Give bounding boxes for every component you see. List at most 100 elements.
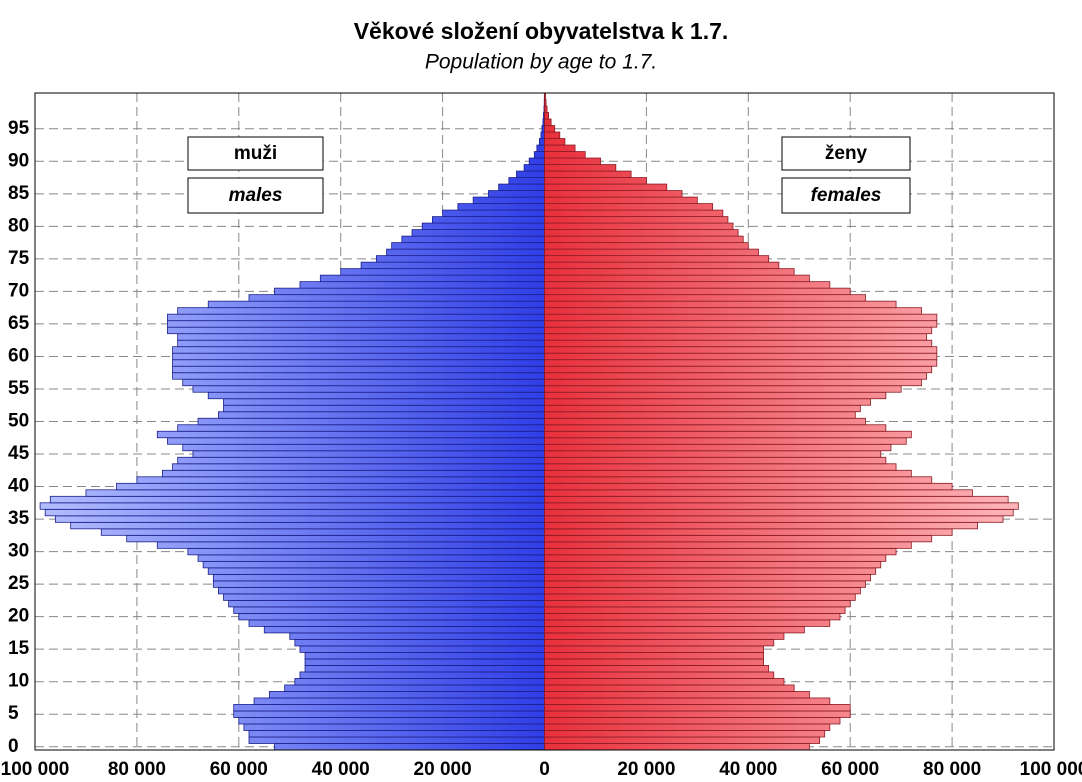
bar (238, 717, 545, 725)
bar (544, 333, 928, 341)
bar (544, 235, 744, 244)
bar (161, 469, 545, 478)
bar (177, 339, 545, 348)
bar (116, 482, 545, 491)
y-tick-label: 55 (8, 378, 30, 399)
bar (212, 580, 545, 588)
bar (544, 222, 734, 231)
bar (544, 665, 770, 673)
bar (544, 151, 586, 159)
bar (233, 710, 545, 718)
y-tick-label: 65 (8, 313, 30, 334)
bar (177, 333, 545, 341)
x-tick-label: 0 (539, 759, 550, 780)
plot-frame (34, 92, 1055, 751)
bar (544, 580, 866, 588)
chart-title: Věkové složení obyvatelstva k 1.7. (354, 18, 729, 44)
x-tick-label: 80 000 (923, 759, 981, 780)
bar (233, 704, 545, 712)
y-tick-label: 0 (8, 736, 19, 757)
y-tick-label: 90 (8, 150, 29, 171)
bar (544, 164, 617, 172)
bar (319, 274, 545, 283)
legend-label: females (811, 185, 882, 206)
bar (375, 255, 545, 263)
bar (544, 528, 953, 536)
bar (544, 554, 887, 562)
chart-subtitle: Population by age to 1.7. (425, 51, 657, 74)
y-tick-label: 95 (8, 118, 30, 139)
bar (544, 450, 882, 458)
x-tick-label: 40 000 (719, 759, 777, 780)
y-tick-label: 25 (8, 573, 30, 594)
bar (544, 274, 810, 283)
y-tick-label: 45 (8, 443, 30, 464)
bar (544, 515, 1004, 523)
x-tick-label: 60 000 (821, 759, 879, 780)
bar (177, 456, 545, 465)
bar (544, 534, 933, 543)
bar (228, 599, 545, 608)
bar (274, 743, 545, 751)
bar (284, 684, 545, 692)
bar (192, 450, 545, 458)
bar (544, 92, 546, 100)
bar (544, 730, 826, 738)
bar (508, 177, 545, 185)
y-tick-label: 80 (8, 215, 29, 236)
x-tick-label: 60 000 (210, 759, 268, 780)
bar (544, 652, 764, 660)
bar (100, 528, 545, 536)
bar (457, 203, 545, 211)
bar (544, 541, 912, 549)
bar (223, 404, 545, 413)
bar (340, 268, 545, 276)
y-tick-label: 10 (8, 671, 29, 692)
bar (167, 320, 545, 328)
bar (544, 508, 1014, 517)
bar (44, 508, 545, 517)
bar (172, 359, 545, 367)
bar (223, 593, 545, 601)
bar (544, 743, 810, 751)
bar (192, 385, 545, 393)
bar (544, 671, 775, 679)
bar (544, 430, 912, 439)
bar (248, 736, 545, 744)
bar (544, 691, 810, 699)
bar (202, 560, 545, 569)
legend-label: males (229, 185, 283, 206)
y-tick-label: 60 (8, 345, 29, 366)
bar (544, 593, 856, 601)
bar (274, 287, 545, 296)
bar (421, 222, 545, 231)
bar (167, 313, 545, 322)
bar (544, 365, 933, 374)
bar (544, 268, 795, 276)
y-tick-label: 30 (8, 541, 29, 562)
bar (544, 626, 805, 634)
bar (299, 671, 545, 679)
bar (544, 482, 953, 491)
legend: muži males ženy females (187, 136, 911, 214)
bar (391, 242, 545, 250)
bar (167, 437, 545, 445)
bar (207, 567, 545, 575)
bar (544, 352, 938, 361)
bar (544, 209, 724, 217)
bar (126, 534, 545, 543)
bar (544, 717, 841, 725)
bar (544, 385, 902, 393)
legend-label: ženy (825, 143, 868, 164)
bar (544, 684, 795, 692)
bar (177, 307, 545, 315)
bar (544, 391, 887, 400)
bar (304, 658, 545, 666)
bar (544, 216, 729, 224)
bar (187, 547, 545, 556)
bar (544, 203, 714, 211)
bar (442, 209, 545, 217)
bar (544, 437, 907, 445)
bar (172, 352, 545, 361)
